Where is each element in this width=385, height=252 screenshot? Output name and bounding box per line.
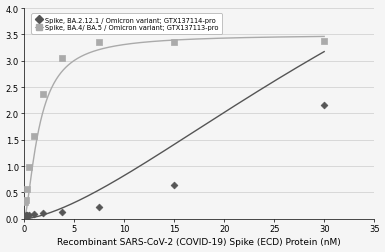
Point — [31, 134, 37, 138]
Point — [31, 212, 37, 216]
Point — [40, 211, 46, 215]
Point — [40, 93, 46, 97]
Point — [22, 214, 28, 218]
X-axis label: Recombinant SARS-CoV-2 (COVID-19) Spike (ECD) Protein (nM): Recombinant SARS-CoV-2 (COVID-19) Spike … — [57, 237, 341, 246]
Point — [22, 201, 28, 205]
Point — [26, 213, 32, 217]
Point — [26, 165, 32, 169]
Point — [59, 56, 65, 60]
Point — [171, 41, 177, 45]
Point — [171, 183, 177, 187]
Point — [96, 41, 102, 45]
Point — [23, 187, 30, 192]
Point — [22, 214, 28, 218]
Point — [96, 205, 102, 209]
Point — [23, 213, 30, 217]
Point — [59, 210, 65, 214]
Point — [22, 199, 28, 203]
Legend: Spike, BA.2.12.1 / Omicron variant; GTX137114-pro, Spike, BA.4/ BA.5 / Omicron v: Spike, BA.2.12.1 / Omicron variant; GTX1… — [31, 14, 222, 35]
Point — [321, 104, 327, 108]
Point — [321, 40, 327, 44]
